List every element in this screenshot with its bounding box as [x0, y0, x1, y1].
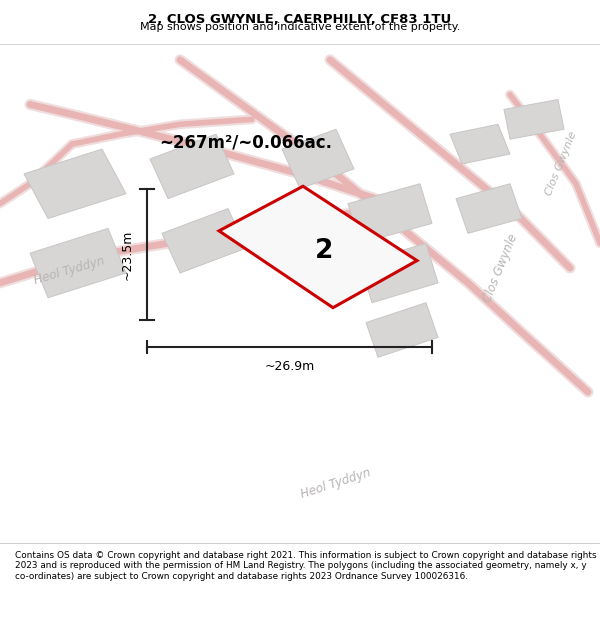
Text: ~23.5m: ~23.5m — [121, 229, 134, 279]
Text: Contains OS data © Crown copyright and database right 2021. This information is : Contains OS data © Crown copyright and d… — [15, 551, 596, 581]
Text: ~26.9m: ~26.9m — [265, 360, 314, 372]
Text: 2, CLOS GWYNLE, CAERPHILLY, CF83 1TU: 2, CLOS GWYNLE, CAERPHILLY, CF83 1TU — [148, 12, 452, 26]
Polygon shape — [150, 134, 234, 199]
Polygon shape — [348, 184, 432, 243]
Polygon shape — [456, 184, 522, 233]
Text: 2: 2 — [315, 238, 333, 264]
Polygon shape — [24, 149, 126, 219]
Polygon shape — [450, 124, 510, 164]
Polygon shape — [30, 228, 126, 298]
Polygon shape — [366, 302, 438, 358]
Text: Clos Gwynle: Clos Gwynle — [481, 232, 521, 304]
Text: Heol Tyddyn: Heol Tyddyn — [299, 466, 373, 501]
Text: Heol Tyddyn: Heol Tyddyn — [32, 254, 106, 287]
Polygon shape — [162, 209, 246, 273]
Text: Map shows position and indicative extent of the property.: Map shows position and indicative extent… — [140, 22, 460, 32]
Polygon shape — [504, 99, 564, 139]
Polygon shape — [219, 186, 417, 308]
Polygon shape — [282, 129, 354, 189]
Text: ~267m²/~0.066ac.: ~267m²/~0.066ac. — [160, 134, 332, 151]
Text: Clos Gwynle: Clos Gwynle — [544, 131, 578, 198]
Polygon shape — [360, 243, 438, 302]
